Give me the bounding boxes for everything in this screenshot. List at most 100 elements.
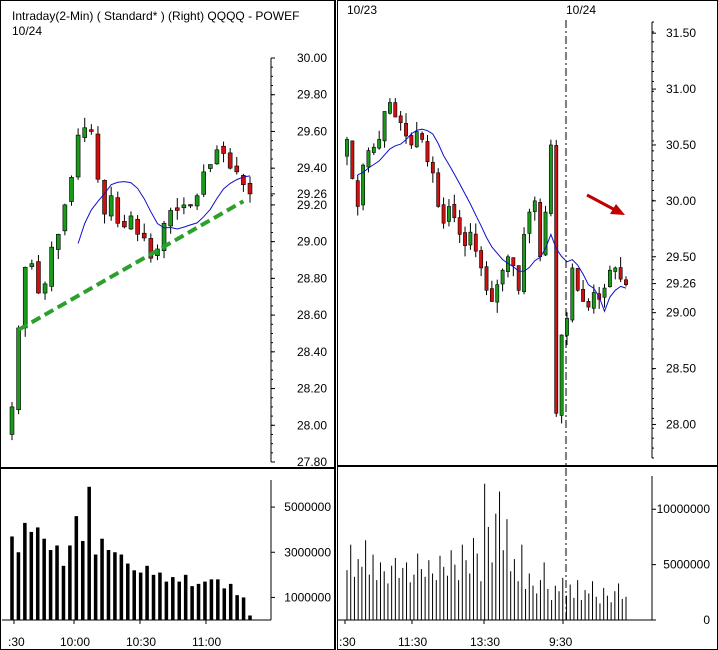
right-volume-bar	[476, 553, 478, 620]
right-y-tick-label: 30.00	[666, 194, 696, 208]
left-chart-header: Intraday(2-Min) ( Standard* ) (Right) QQ…	[12, 9, 299, 23]
right-volume-bar	[610, 602, 612, 620]
right-candle	[425, 141, 430, 163]
right-candle	[355, 180, 360, 207]
right-volume-bar	[569, 584, 571, 620]
left-x-tick-label: :30	[8, 635, 25, 649]
right-candle	[366, 150, 371, 168]
right-volume-bar	[495, 513, 497, 620]
left-candle	[241, 175, 246, 186]
left-candle	[36, 261, 41, 294]
left-x-tick-label: 10:30	[126, 635, 156, 649]
left-candle	[188, 204, 193, 207]
right-candle	[543, 211, 548, 256]
right-candle	[511, 257, 516, 267]
right-candle	[361, 164, 366, 206]
left-candle	[89, 129, 94, 132]
right-candle	[398, 115, 403, 123]
left-volume-bar	[35, 527, 40, 620]
left-y-tick-label: 29.60	[297, 124, 327, 138]
right-candle	[404, 123, 408, 137]
right-candle	[350, 140, 355, 179]
right-candle	[624, 279, 628, 286]
left-trendline	[17, 199, 245, 332]
right-volume-bar	[484, 483, 486, 620]
right-volume-bar	[402, 567, 404, 620]
left-volume-bar	[68, 545, 72, 620]
left-y-tick-label: 28.80	[297, 271, 327, 285]
left-candle	[95, 133, 101, 180]
right-volume-bar	[428, 560, 430, 620]
right-candle	[388, 102, 392, 114]
left-volume-bar	[113, 552, 117, 620]
right-volume-bar	[487, 526, 489, 620]
left-volume-bar	[61, 565, 66, 620]
right-volume-bar	[372, 554, 374, 620]
left-candle	[234, 165, 240, 173]
right-volume-bar	[368, 574, 370, 620]
left-volume-bar	[132, 570, 136, 620]
right-y-tick-label: 29.26	[666, 277, 696, 291]
left-candle	[141, 232, 147, 239]
right-volume-bar	[361, 566, 363, 620]
right-volume-bar	[588, 593, 590, 620]
right-volume-bar	[353, 576, 355, 620]
right-candle	[473, 233, 478, 252]
right-volume-bar	[387, 583, 389, 620]
right-candle	[548, 144, 553, 214]
right-candle	[516, 265, 521, 291]
right-candle	[522, 234, 526, 293]
right-volume-bar	[346, 570, 348, 620]
left-candle	[82, 127, 88, 138]
left-volume-bar	[87, 486, 91, 620]
left-candle	[62, 204, 68, 232]
right-volume-bar	[409, 582, 411, 620]
right-candle	[575, 268, 580, 291]
right-vol-tick-label: 5000000	[663, 558, 710, 572]
left-volume-bar	[216, 579, 220, 620]
left-volume-bar	[16, 552, 21, 620]
left-volume-bar	[23, 522, 27, 620]
left-candle	[122, 221, 127, 228]
right-volume-bar	[517, 581, 519, 620]
right-x-tick-label: :30	[339, 635, 356, 649]
left-volume-bar	[93, 554, 98, 620]
right-volume-bar	[461, 544, 463, 620]
left-vol-tick-label: 5000000	[284, 500, 331, 514]
right-volume-bar	[357, 559, 359, 620]
right-candle	[463, 232, 467, 246]
left-volume-bar	[42, 538, 46, 620]
left-volume-bar	[80, 540, 85, 620]
left-y-tick-label: 28.00	[297, 418, 327, 432]
left-volume-bar	[203, 581, 207, 620]
left-volume-bar	[171, 577, 175, 620]
right-candle	[613, 267, 618, 272]
left-volume-bar	[100, 538, 104, 620]
right-volume-bar	[458, 580, 460, 620]
right-volume-bar	[528, 573, 530, 620]
right-volume-bar	[584, 590, 586, 620]
left-volume-bar	[145, 565, 149, 620]
right-candle	[393, 102, 398, 118]
left-candle	[9, 406, 15, 435]
right-candle	[484, 266, 489, 291]
left-candle	[75, 134, 81, 178]
right-volume-bar	[614, 591, 616, 620]
left-volume-bar	[106, 550, 111, 620]
left-candle	[16, 327, 21, 411]
right-y-tick-label: 29.00	[666, 306, 696, 320]
left-volume-bar	[48, 550, 53, 620]
left-volume-bar	[177, 581, 182, 620]
left-vol-tick-label: 3000000	[284, 545, 331, 559]
right-volume-bar	[595, 596, 597, 620]
right-volume-bar	[539, 580, 541, 620]
left-candle	[201, 171, 207, 195]
right-volume-bar	[551, 600, 553, 620]
right-candle	[414, 131, 419, 148]
left-volume-bar	[248, 615, 252, 620]
right-volume-bar	[577, 580, 579, 620]
right-candle	[430, 161, 435, 174]
right-volume-bar	[536, 593, 538, 620]
left-candle	[22, 267, 28, 329]
left-candle	[247, 182, 253, 195]
